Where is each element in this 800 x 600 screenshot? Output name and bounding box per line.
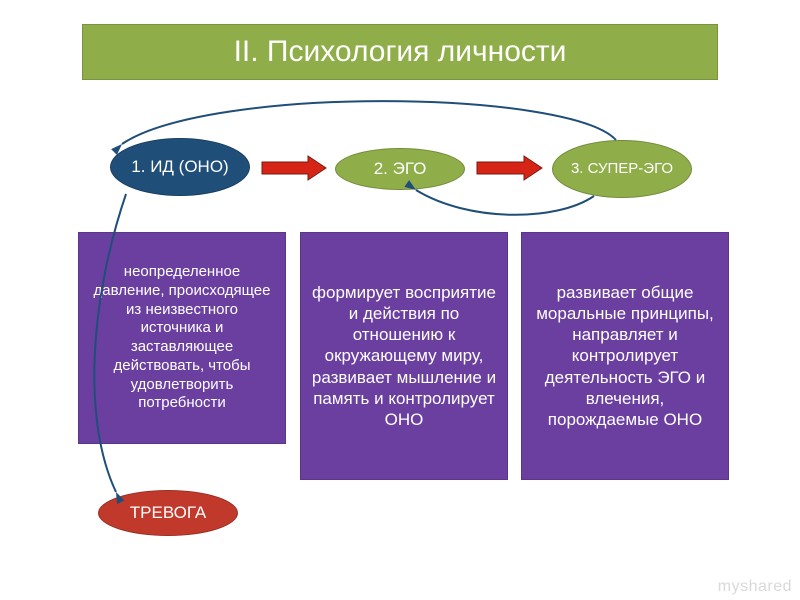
node-anxiety-label: ТРЕВОГА [130,504,206,523]
watermark: myshared [718,578,792,596]
description-superego: развивает общие моральные принципы, напр… [521,232,729,480]
node-ego: 2. ЭГО [335,148,465,190]
node-anxiety: ТРЕВОГА [98,490,238,536]
node-superego-label: 3. СУПЕР-ЭГО [571,161,673,178]
description-superego-text: развивает общие моральные принципы, напр… [532,282,718,431]
diagram-stage: { "title": { "text": "II. Психология лич… [0,0,800,600]
node-superego: 3. СУПЕР-ЭГО [552,140,692,198]
node-id: 1. ИД (ОНО) [110,138,250,196]
description-ego: формирует восприятие и действия по отнош… [300,232,508,480]
block-arrow [477,156,542,180]
curve-arrow-superego_to_ego_bottom [416,190,594,215]
curve-arrow-superego_to_id_top [122,101,616,144]
slide-title: II. Психология личности [82,24,718,80]
slide-title-text: II. Психология личности [234,35,567,69]
node-ego-label: 2. ЭГО [374,160,427,179]
description-id-text: неопределенное давление, происходящее из… [89,263,275,413]
description-ego-text: формирует восприятие и действия по отнош… [311,282,497,431]
description-id: неопределенное давление, происходящее из… [78,232,286,444]
node-id-label: 1. ИД (ОНО) [131,158,228,177]
block-arrow [262,156,326,180]
